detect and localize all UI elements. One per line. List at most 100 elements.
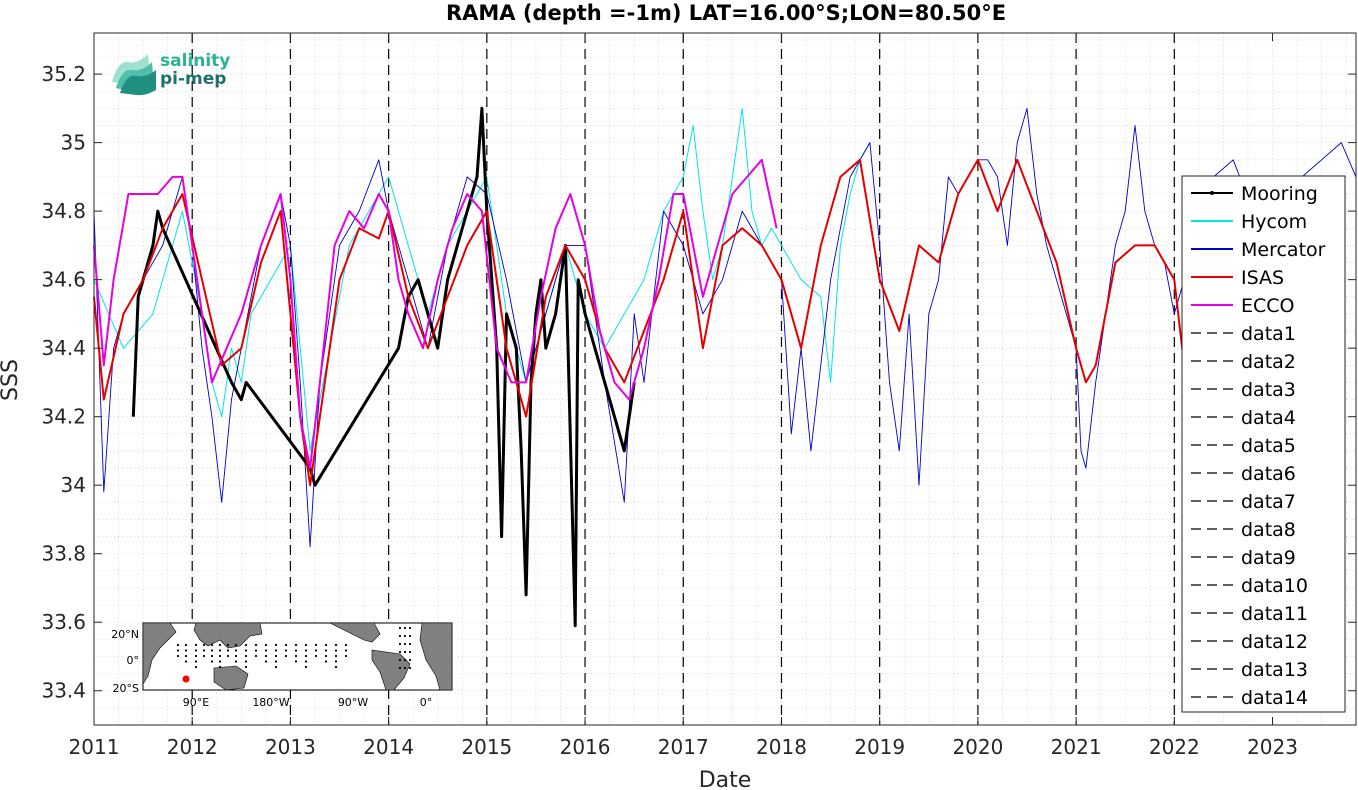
map-dot bbox=[398, 658, 402, 662]
y-tick-label: 33.4 bbox=[41, 679, 86, 703]
map-dot bbox=[202, 649, 206, 652]
x-tick-label: 2014 bbox=[363, 735, 414, 759]
map-dot bbox=[176, 643, 180, 647]
logo-text-salinity: salinity bbox=[160, 51, 230, 71]
legend-label-data5: data5 bbox=[1241, 435, 1296, 457]
legend-box bbox=[1181, 175, 1346, 713]
legend-label-data6: data6 bbox=[1241, 463, 1296, 485]
map-dot bbox=[264, 649, 268, 652]
map-dot bbox=[210, 643, 214, 647]
x-tick-label: 2016 bbox=[560, 735, 611, 759]
year-dashed-lines bbox=[191, 33, 1175, 725]
australia-land bbox=[213, 665, 249, 691]
map-dot bbox=[403, 626, 407, 630]
map-dot bbox=[194, 649, 198, 652]
map-dot bbox=[244, 660, 248, 663]
legend-label-data3: data3 bbox=[1241, 379, 1296, 401]
map-dot bbox=[334, 665, 338, 669]
map-dot bbox=[304, 660, 308, 663]
map-dot bbox=[264, 660, 268, 663]
map-dot bbox=[194, 660, 198, 663]
legend-label-data13: data13 bbox=[1241, 659, 1308, 681]
legend-label-isas: ISAS bbox=[1241, 267, 1284, 289]
map-dot bbox=[334, 643, 338, 647]
map-dot bbox=[403, 666, 407, 670]
map-dot bbox=[408, 634, 412, 638]
logo-text-pimep: pi-mep bbox=[160, 69, 226, 89]
map-dot bbox=[234, 654, 238, 658]
x-axis-ticks: 2011 2012 2013 2014 2015 2016 2017 2018 2019 2020… bbox=[69, 33, 1298, 759]
map-dot bbox=[226, 643, 230, 647]
map-dot bbox=[294, 643, 298, 647]
x-tick-label: 2013 bbox=[265, 735, 316, 759]
map-lat-20n: 20°N bbox=[111, 628, 139, 641]
map-dot bbox=[324, 660, 328, 663]
map-dot bbox=[284, 654, 288, 658]
map-dot bbox=[244, 654, 248, 658]
map-dot bbox=[398, 626, 402, 630]
map-dot bbox=[294, 654, 298, 658]
inset-map: 20°N 0° 20°S 90°E 180°W 90°W 0° bbox=[111, 622, 453, 709]
map-dot bbox=[334, 649, 338, 652]
legend-label-data12: data12 bbox=[1241, 631, 1308, 653]
map-dot bbox=[244, 643, 248, 647]
salinity-pimep-logo: salinity pi-mep bbox=[112, 51, 230, 96]
map-lon-90e: 90°E bbox=[183, 696, 209, 709]
map-dot bbox=[408, 658, 412, 662]
x-tick-label: 2011 bbox=[69, 735, 120, 759]
legend-label-data8: data8 bbox=[1241, 519, 1296, 541]
legend-label-data7: data7 bbox=[1241, 491, 1296, 513]
map-dot bbox=[314, 649, 318, 652]
map-dot bbox=[324, 649, 328, 652]
map-dot bbox=[344, 643, 348, 647]
x-tick-label: 2023 bbox=[1247, 735, 1298, 759]
map-dot bbox=[202, 643, 206, 647]
map-dot bbox=[274, 649, 278, 652]
map-lon-180w: 180°W bbox=[252, 696, 289, 709]
x-tick-label: 2018 bbox=[756, 735, 807, 759]
map-dot bbox=[398, 634, 402, 638]
y-tick-label: 33.6 bbox=[41, 610, 86, 634]
map-dot bbox=[202, 654, 206, 658]
map-dot bbox=[234, 660, 238, 663]
x-tick-label: 2020 bbox=[952, 735, 1003, 759]
map-dot bbox=[403, 642, 407, 646]
map-dot bbox=[218, 649, 222, 652]
europe-africa-land bbox=[419, 622, 453, 691]
map-dot bbox=[254, 654, 258, 658]
map-dot bbox=[408, 650, 412, 654]
map-dot bbox=[398, 650, 402, 654]
legend-label-data11: data11 bbox=[1241, 603, 1308, 625]
map-lon-90w: 90°W bbox=[338, 696, 368, 709]
y-tick-label: 34.4 bbox=[41, 336, 86, 360]
map-dot bbox=[210, 660, 214, 663]
map-dot bbox=[244, 665, 248, 669]
plot-frame bbox=[93, 32, 1357, 726]
africa-land bbox=[142, 622, 177, 686]
legend-label-ecco: ECCO bbox=[1241, 295, 1295, 317]
y-tick-label: 34 bbox=[61, 473, 86, 497]
map-dot bbox=[294, 660, 298, 663]
map-dot bbox=[244, 649, 248, 652]
map-dot bbox=[226, 649, 230, 652]
mooring-array-dots bbox=[176, 626, 412, 670]
asia-land bbox=[193, 622, 263, 649]
map-dot bbox=[403, 650, 407, 654]
map-dot bbox=[254, 649, 258, 652]
series-lines bbox=[93, 106, 1357, 628]
map-dot bbox=[408, 642, 412, 646]
americas-land bbox=[329, 622, 411, 691]
legend-items: Mooring Hycom Mercator ISAS ECCO data1 data2 da… bbox=[1191, 183, 1326, 709]
y-tick-label: 35 bbox=[61, 131, 86, 155]
series-line-mercator bbox=[93, 107, 1357, 548]
selected-mooring-marker bbox=[182, 675, 190, 683]
map-lon-0: 0° bbox=[420, 696, 433, 709]
map-dot bbox=[334, 654, 338, 658]
x-tick-label: 2019 bbox=[854, 735, 905, 759]
chart-title: RAMA (depth =-1m) LAT=16.00°S;LON=80.50°… bbox=[446, 1, 1006, 25]
map-dot bbox=[398, 642, 402, 646]
map-dot bbox=[304, 665, 308, 669]
map-dot bbox=[274, 654, 278, 658]
plot-area bbox=[94, 33, 1356, 725]
